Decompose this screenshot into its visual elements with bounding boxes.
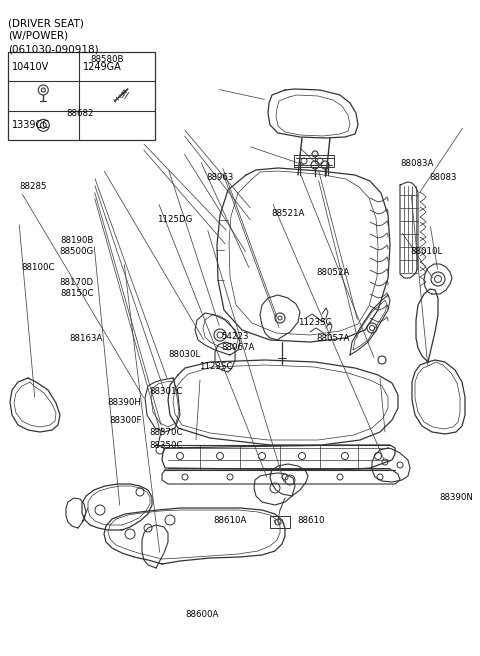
Text: 88190B: 88190B bbox=[60, 236, 94, 245]
Text: 88600A: 88600A bbox=[185, 609, 218, 619]
Bar bbox=[270, 516, 290, 528]
Text: 88057A: 88057A bbox=[317, 334, 350, 343]
Bar bbox=[8, 52, 155, 140]
Text: 88170D: 88170D bbox=[60, 277, 94, 287]
Text: 88500G: 88500G bbox=[60, 247, 94, 256]
Text: 88100C: 88100C bbox=[22, 263, 55, 272]
Text: 1339CC: 1339CC bbox=[12, 120, 50, 131]
Text: 88083A: 88083A bbox=[401, 159, 434, 168]
Text: 88682: 88682 bbox=[67, 109, 94, 118]
Text: 88963: 88963 bbox=[206, 173, 234, 182]
Text: 88301C: 88301C bbox=[149, 387, 182, 396]
Text: 88370C: 88370C bbox=[149, 428, 182, 438]
Text: 54223: 54223 bbox=[222, 332, 249, 341]
Text: 88580B: 88580B bbox=[90, 55, 124, 64]
Text: 88521A: 88521A bbox=[271, 209, 305, 218]
Text: 1125DG: 1125DG bbox=[157, 215, 193, 224]
Text: 88350C: 88350C bbox=[149, 441, 182, 450]
Text: 88390N: 88390N bbox=[439, 493, 473, 502]
Text: 88010L: 88010L bbox=[410, 247, 443, 256]
Text: (W/POWER): (W/POWER) bbox=[8, 31, 68, 41]
Bar bbox=[294, 155, 334, 167]
Text: 88610: 88610 bbox=[298, 516, 325, 525]
Text: 88067A: 88067A bbox=[222, 343, 255, 352]
Text: (061030-090918): (061030-090918) bbox=[8, 44, 98, 54]
Text: 1123SC: 1123SC bbox=[298, 318, 332, 327]
Text: 1249GA: 1249GA bbox=[83, 62, 121, 72]
Text: 88285: 88285 bbox=[19, 182, 47, 192]
Text: (DRIVER SEAT): (DRIVER SEAT) bbox=[8, 18, 84, 28]
Text: 88163A: 88163A bbox=[70, 334, 103, 343]
Text: 88390H: 88390H bbox=[108, 398, 142, 407]
Text: 88610A: 88610A bbox=[214, 516, 247, 525]
Text: 88083: 88083 bbox=[430, 173, 457, 182]
Text: 1123SC: 1123SC bbox=[199, 361, 233, 371]
Text: 88300F: 88300F bbox=[109, 416, 142, 425]
Text: 88052A: 88052A bbox=[317, 268, 350, 277]
Text: 88150C: 88150C bbox=[60, 289, 94, 298]
Text: 88030L: 88030L bbox=[168, 350, 200, 359]
Text: 10410V: 10410V bbox=[12, 62, 49, 72]
